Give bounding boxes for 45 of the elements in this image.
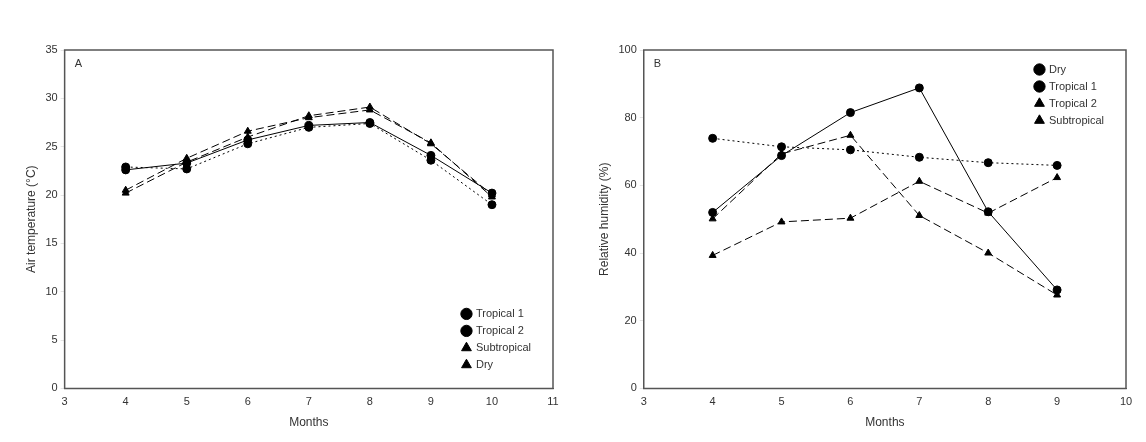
legend-label: Tropical 2 [1048, 96, 1097, 109]
x-tick-label: 6 [244, 395, 251, 408]
x-tick-label: 5 [778, 395, 785, 408]
annotation: B [653, 56, 662, 69]
x-tick-label: 7 [916, 395, 923, 408]
x-tick-label: 9 [427, 395, 434, 408]
y-tick-label: 10 [45, 284, 58, 297]
x-tick-label: 7 [305, 395, 312, 408]
x-tick-label: 4 [122, 395, 129, 408]
y-tick-label: 25 [45, 139, 58, 152]
x-tick-label: 10 [485, 395, 499, 408]
annotation: A [74, 56, 83, 69]
legend-label: Subtropical [475, 340, 532, 353]
x-tick-label: 11 [547, 395, 559, 408]
y-tick-label: 80 [624, 110, 637, 123]
y-tick-label: 20 [45, 188, 58, 201]
x-axis-title: Months [289, 415, 329, 430]
legend-label: Tropical 2 [475, 323, 524, 336]
y-tick-label: 100 [618, 43, 637, 56]
y-tick-label: 35 [45, 43, 58, 56]
y-tick-label: 5 [51, 333, 58, 346]
y-tick-label: 20 [624, 313, 637, 326]
y-tick-label: 15 [45, 236, 58, 249]
legend-label: Tropical 1 [1048, 79, 1097, 92]
x-axis-title: Months [865, 415, 905, 430]
legend-label: Dry [1048, 62, 1067, 75]
y-tick-label: 40 [624, 246, 637, 259]
x-tick-label: 8 [366, 395, 373, 408]
y-tick-label: 0 [51, 381, 58, 394]
y-axis-title: Relative humidity (%) [596, 162, 611, 276]
x-tick-label: 6 [847, 395, 854, 408]
y-axis-title: Air temperature (°C) [23, 165, 38, 273]
x-tick-label: 5 [183, 395, 190, 408]
x-tick-label: 4 [709, 395, 716, 408]
y-tick-label: 30 [45, 91, 58, 104]
x-tick-label: 3 [640, 395, 647, 408]
legend-label: Subtropical [1048, 113, 1105, 126]
x-tick-label: 9 [1054, 395, 1061, 408]
legend-label: Tropical 1 [475, 306, 524, 319]
y-tick-label: 60 [624, 178, 637, 191]
legend-label: Dry [475, 357, 494, 370]
x-tick-label: 8 [985, 395, 992, 408]
x-tick-label: 10 [1119, 395, 1133, 408]
x-tick-label: 3 [61, 395, 68, 408]
y-tick-label: 0 [630, 381, 637, 394]
